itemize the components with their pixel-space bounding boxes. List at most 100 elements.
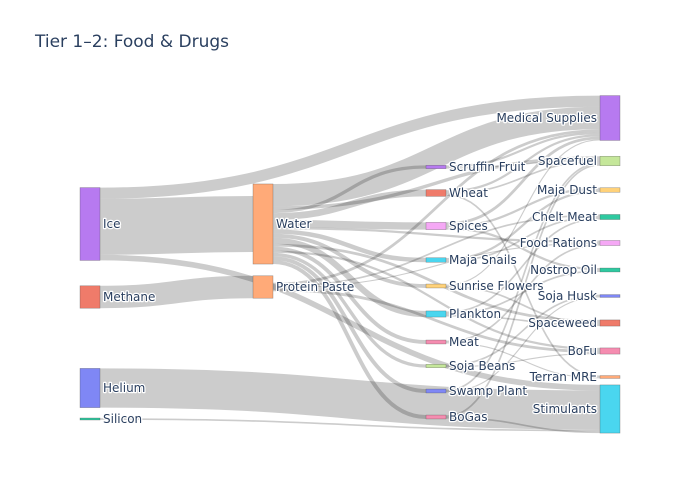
- link-ice-to-medical_supplies: [99, 95, 601, 199]
- link-plankton-to-chelt_meat: [445, 217, 601, 314]
- node-bar-spaceweed[interactable]: [599, 319, 621, 327]
- link-water-to-spaceweed: [272, 243, 601, 323]
- link-plankton-to-nostrop_oil: [445, 270, 601, 315]
- link-wheat-to-terran_mre: [445, 194, 601, 378]
- node-bar-maja-snails[interactable]: [425, 257, 447, 263]
- node-bofu[interactable]: BoFu: [566, 343, 621, 359]
- link-water-to-maja_snails: [272, 229, 427, 263]
- link-helium-to-stimulants: [99, 368, 601, 430]
- node-bar-nostrop-oil[interactable]: [599, 267, 621, 273]
- link-protein_paste-to-bofu: [272, 288, 601, 353]
- node-medical-supplies[interactable]: Medical Supplies: [495, 95, 621, 141]
- node-bogas[interactable]: BoGas: [425, 409, 489, 425]
- node-meat[interactable]: Meat: [425, 334, 480, 350]
- link-ice-to-stimulants: [99, 254, 601, 391]
- node-spaceweed[interactable]: Spaceweed: [527, 315, 621, 331]
- node-label-swamp-plant: Swamp Plant: [449, 384, 527, 398]
- node-label-ice: Ice: [103, 217, 121, 231]
- node-label-chelt-meat: Chelt Meat: [532, 210, 597, 224]
- node-label-maja-snails: Maja Snails: [449, 253, 517, 267]
- node-helium[interactable]: Helium: [79, 368, 147, 408]
- node-label-scruffin-fruit: Scruffin Fruit: [449, 160, 526, 174]
- node-bar-plankton[interactable]: [425, 310, 447, 318]
- node-label-plankton: Plankton: [449, 307, 501, 321]
- node-label-bogas: BoGas: [449, 410, 487, 424]
- node-bar-spices[interactable]: [425, 222, 447, 230]
- link-sunrise_flowers-to-spaceweed: [445, 285, 601, 325]
- node-bar-food-rations[interactable]: [599, 240, 621, 246]
- node-plankton[interactable]: Plankton: [425, 306, 502, 322]
- node-bar-scruffin-fruit[interactable]: [425, 165, 447, 169]
- node-bar-soja-husk[interactable]: [599, 294, 621, 298]
- link-water-to-spacefuel: [272, 156, 601, 210]
- node-label-silicon: Silicon: [103, 412, 142, 426]
- link-water-to-meat: [272, 246, 427, 344]
- chart-title: Tier 1–2: Food & Drugs: [35, 32, 230, 52]
- node-methane[interactable]: Methane: [79, 285, 157, 309]
- node-bar-sunrise-flowers[interactable]: [425, 283, 447, 289]
- link-sunrise_flowers-to-medical_supplies: [445, 139, 601, 286]
- node-bar-soja-beans[interactable]: [425, 364, 447, 368]
- node-food-rations[interactable]: Food Rations: [518, 235, 621, 251]
- node-silicon[interactable]: Silicon: [79, 411, 143, 427]
- link-water-to-wheat: [272, 189, 427, 220]
- node-label-maja-dust: Maja Dust: [537, 183, 597, 197]
- node-label-spices: Spices: [449, 219, 488, 233]
- link-water-to-food_rations: [272, 227, 601, 243]
- node-bar-stimulants[interactable]: [599, 384, 621, 434]
- node-bar-bofu[interactable]: [599, 347, 621, 355]
- node-terran-mre[interactable]: Terran MRE: [527, 369, 621, 385]
- node-label-methane: Methane: [103, 290, 155, 304]
- node-label-nostrop-oil: Nostrop Oil: [530, 263, 597, 277]
- node-chelt-meat[interactable]: Chelt Meat: [531, 209, 621, 225]
- node-protein-paste[interactable]: Protein Paste: [252, 275, 356, 299]
- node-swamp-plant[interactable]: Swamp Plant: [425, 383, 529, 399]
- link-meat-to-terran_mre: [445, 342, 601, 379]
- node-ice[interactable]: Ice: [79, 187, 122, 261]
- node-label-stimulants: Stimulants: [533, 402, 597, 416]
- node-bar-water[interactable]: [252, 183, 274, 265]
- node-bar-wheat[interactable]: [425, 189, 447, 197]
- node-stimulants[interactable]: Stimulants: [532, 384, 621, 434]
- node-bar-ice[interactable]: [79, 187, 101, 261]
- node-bar-spacefuel[interactable]: [599, 155, 621, 167]
- node-bar-medical-supplies[interactable]: [599, 95, 621, 141]
- links-layer: [99, 95, 601, 434]
- node-bar-silicon[interactable]: [79, 417, 101, 421]
- link-spices-to-nostrop_oil: [445, 227, 601, 271]
- link-water-to-bofu: [272, 250, 601, 351]
- nodes-layer: Ice Methane Helium Silicon Water Protein Past…: [79, 95, 621, 434]
- node-bar-terran-mre[interactable]: [599, 375, 621, 379]
- node-bar-methane[interactable]: [79, 285, 101, 309]
- link-soja_beans-to-bofu: [445, 352, 601, 368]
- link-protein_paste-to-medical_supplies: [272, 129, 601, 286]
- node-bar-swamp-plant[interactable]: [425, 388, 447, 394]
- node-spices[interactable]: Spices: [425, 218, 489, 234]
- link-bogas-to-spacefuel: [445, 164, 601, 417]
- node-wheat[interactable]: Wheat: [425, 185, 489, 201]
- node-label-meat: Meat: [449, 335, 479, 349]
- node-soja-beans[interactable]: Soja Beans: [425, 358, 517, 374]
- node-soja-husk[interactable]: Soja Husk: [536, 288, 621, 304]
- node-bar-chelt-meat[interactable]: [599, 214, 621, 220]
- node-label-terran-mre: Terran MRE: [529, 370, 597, 384]
- node-bar-maja-dust[interactable]: [599, 187, 621, 193]
- node-spacefuel[interactable]: Spacefuel: [537, 153, 621, 169]
- node-sunrise-flowers[interactable]: Sunrise Flowers: [425, 278, 545, 294]
- node-bar-bogas[interactable]: [425, 414, 447, 420]
- link-protein_paste-to-food_rations: [272, 242, 601, 289]
- node-label-spacefuel: Spacefuel: [538, 154, 597, 168]
- link-water-to-scruffin_fruit: [272, 165, 427, 214]
- node-label-medical-supplies: Medical Supplies: [496, 111, 597, 125]
- node-maja-dust[interactable]: Maja Dust: [536, 182, 621, 198]
- node-bar-meat[interactable]: [425, 339, 447, 345]
- node-scruffin-fruit[interactable]: Scruffin Fruit: [425, 159, 527, 175]
- node-bar-protein-paste[interactable]: [252, 275, 274, 299]
- link-meat-to-food_rations: [445, 243, 601, 343]
- node-nostrop-oil[interactable]: Nostrop Oil: [529, 262, 621, 278]
- node-label-helium: Helium: [103, 381, 145, 395]
- node-bar-helium[interactable]: [79, 368, 101, 408]
- node-water[interactable]: Water: [252, 183, 313, 265]
- node-maja-snails[interactable]: Maja Snails: [425, 252, 518, 268]
